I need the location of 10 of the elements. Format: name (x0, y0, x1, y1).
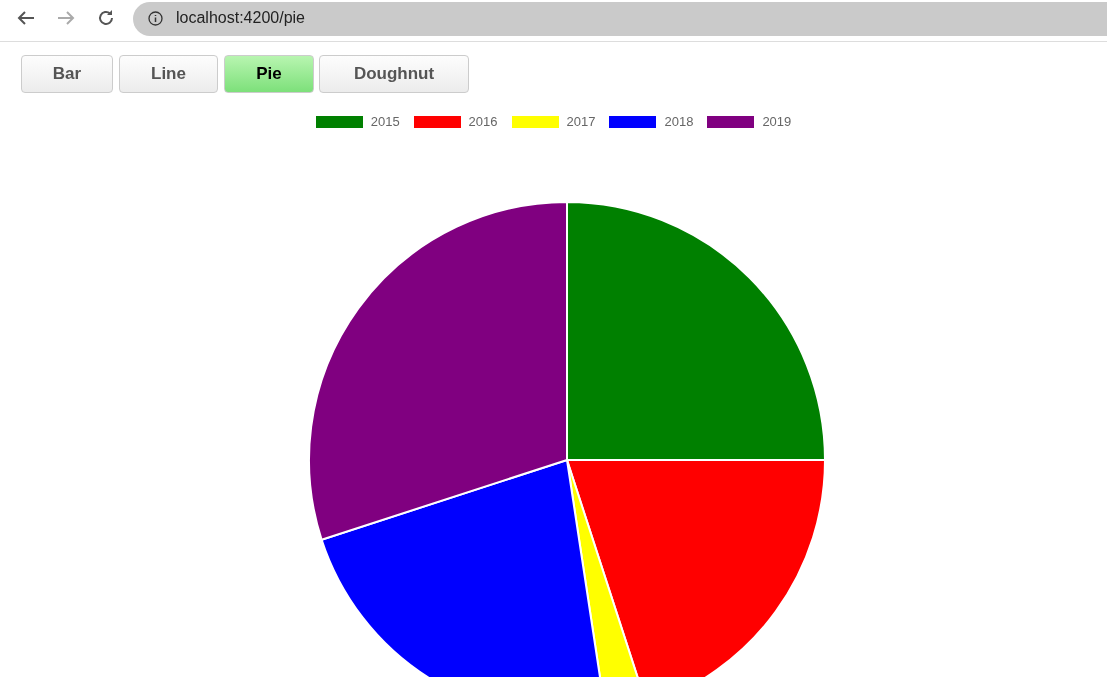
legend-label: 2016 (468, 114, 498, 129)
legend-label: 2019 (762, 114, 792, 129)
text: Pie (224, 55, 314, 93)
text: localhost:4200/pie (176, 9, 305, 27)
text: Line (119, 55, 218, 93)
text: Doughnut (319, 55, 469, 93)
legend-label: 2015 (370, 114, 400, 129)
text: Bar (21, 55, 113, 93)
legend-label: 2018 (664, 114, 694, 129)
legend-label: 2017 (566, 114, 596, 129)
